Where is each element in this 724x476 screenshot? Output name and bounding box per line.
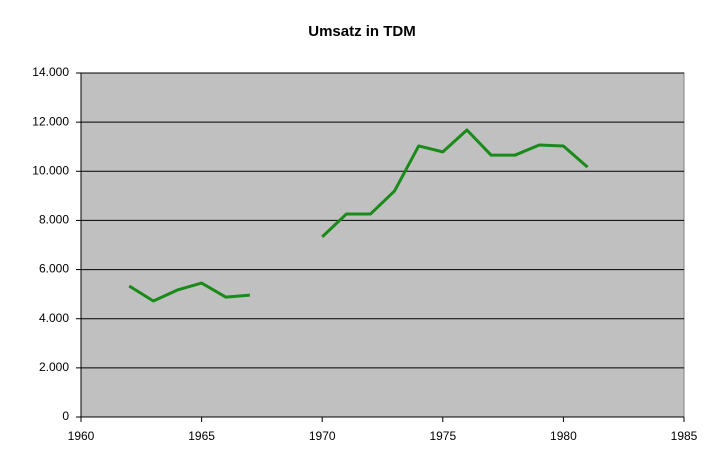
x-tick-label: 1970 <box>309 429 336 443</box>
plot-area <box>80 72 685 418</box>
y-tick-label: 4.000 <box>39 311 69 325</box>
data-line <box>128 128 589 303</box>
x-tick-label: 1975 <box>429 429 456 443</box>
y-tick-label: 6.000 <box>39 262 69 276</box>
y-tick-label: 14.000 <box>32 65 69 79</box>
x-tick-label: 1985 <box>671 429 698 443</box>
x-tick-label: 1980 <box>550 429 577 443</box>
y-tick-label: 8.000 <box>39 213 69 227</box>
y-tick-label: 10.000 <box>32 163 69 177</box>
y-tick-label: 12.000 <box>32 114 69 128</box>
y-tick-label: 2.000 <box>39 360 69 374</box>
x-tick-label: 1960 <box>68 429 95 443</box>
x-tick-label: 1965 <box>188 429 215 443</box>
y-tick-label: 0 <box>62 409 69 423</box>
chart-title: Umsatz in TDM <box>308 23 416 40</box>
